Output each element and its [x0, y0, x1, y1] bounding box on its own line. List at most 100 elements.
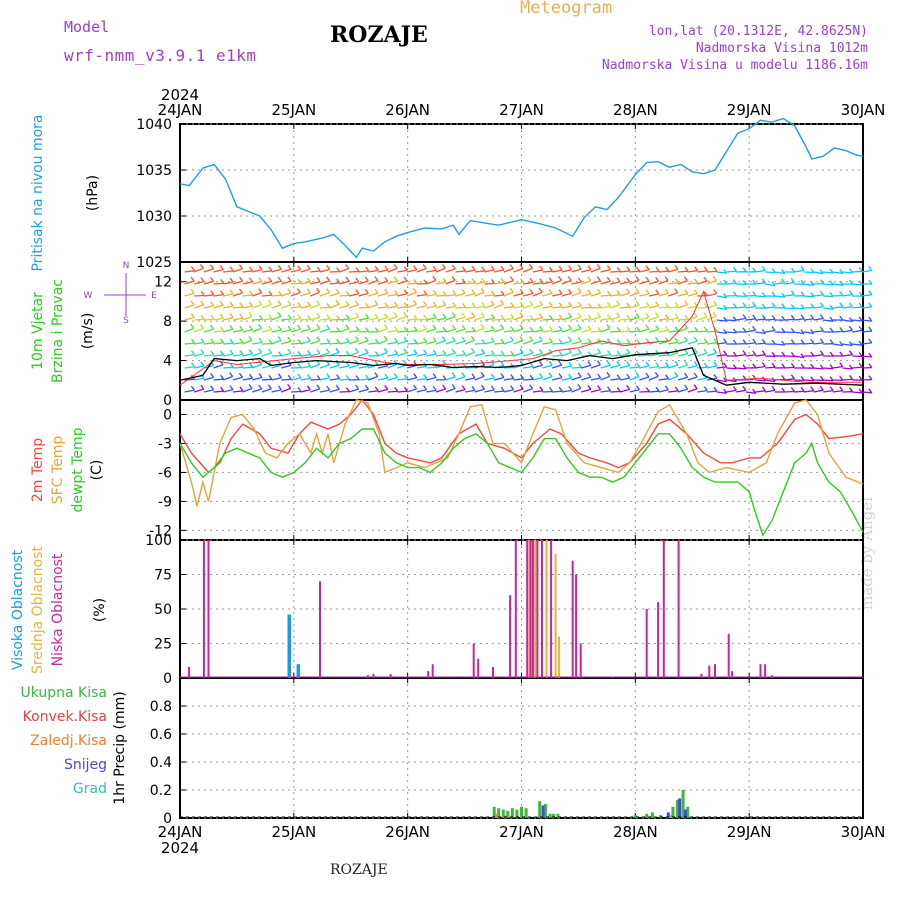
precip-axis-title: 1hr Precip (mm) [112, 691, 128, 804]
wind-barb [677, 293, 688, 297]
wind-barb [726, 270, 737, 273]
wind-barb [561, 328, 572, 333]
wind-barb [745, 318, 756, 321]
wind-barb-flag [200, 314, 205, 320]
wind-barb [300, 328, 311, 333]
wind-barb [823, 367, 834, 370]
wind-barb-flag [868, 363, 873, 368]
wind-barb [619, 281, 630, 285]
wind-barb-flag [761, 266, 766, 271]
wind-barb-flag [297, 339, 302, 344]
wind-barb-flag [374, 313, 379, 319]
wind-barb-flag [422, 325, 427, 330]
wind-barb-flag [674, 264, 679, 270]
wind-barb-flag [616, 327, 621, 332]
wind-barb [194, 280, 205, 285]
wind-barb [861, 319, 872, 322]
wind-barb [610, 364, 621, 369]
wind-barb-flag [587, 338, 592, 344]
wind-barb [668, 351, 679, 357]
wind-barb-flag [423, 337, 428, 343]
wind-barb-flag [529, 277, 534, 283]
wind-barb [203, 305, 214, 309]
wind-barb [329, 377, 340, 381]
y-tick-label: 0 [163, 407, 172, 423]
wind-barb-flag [713, 361, 718, 367]
wind-barb-flag [839, 376, 844, 381]
wind-barb-flag [413, 314, 418, 320]
wind-barb [329, 303, 340, 309]
wind-barb [300, 268, 311, 273]
wind-barb-flag [325, 276, 331, 282]
wind-barb-flag [238, 372, 244, 378]
wind-barb-flag [752, 267, 757, 273]
wind-barb-flag [490, 373, 495, 379]
wind-barb-flag [752, 291, 757, 296]
wind-barb [532, 390, 543, 393]
wind-barb-flag [519, 264, 524, 269]
wind-barb [561, 389, 572, 393]
wind-barb [348, 316, 359, 321]
wind-barb [522, 267, 533, 273]
wind-barb-flag [403, 336, 408, 342]
wind-barb [658, 378, 669, 381]
wind-barb [203, 318, 214, 321]
wind-barb-flag [771, 351, 776, 357]
wind-barb-flag [684, 314, 689, 320]
wind-barb-flag [800, 314, 805, 320]
wind-barb [639, 269, 650, 273]
precip-bar-precip_total [538, 801, 542, 818]
wind-barb-flag [548, 266, 554, 272]
wind-barb [842, 343, 853, 347]
wind-barb-flag [655, 325, 660, 331]
wind-barb-flag [587, 385, 592, 390]
wind-barb-flag [752, 350, 757, 356]
wind-barb [793, 355, 805, 359]
wind-barb [445, 305, 456, 309]
wind-barb [319, 389, 330, 393]
wind-barb-flag [577, 312, 582, 318]
wind-barb [532, 376, 543, 381]
wind-barb [358, 378, 369, 381]
legend-freezing-rain: Zaledj.Kisa [30, 733, 107, 749]
wind-barb [532, 317, 543, 321]
wind-barb [668, 330, 679, 333]
cloud-bar-cloud_mid [528, 540, 531, 678]
wind-barb [368, 303, 379, 309]
wind-barb [561, 340, 572, 345]
wind-barb [310, 281, 321, 285]
wind-barb-flag [664, 325, 670, 331]
wind-barb-flag [742, 339, 747, 345]
wind-barb [213, 342, 224, 345]
wind-barb-flag [848, 302, 853, 308]
wind-barb [377, 327, 388, 333]
wind-barb [426, 279, 437, 285]
wind-barb [600, 327, 611, 333]
wind-barb [310, 378, 321, 381]
wind-barb [232, 306, 243, 309]
wind-barb [407, 342, 418, 345]
wind-barb [252, 281, 263, 285]
wind-barb [368, 375, 379, 381]
wind-barb [242, 339, 253, 345]
wind-barb-flag [597, 373, 602, 379]
wind-barb [687, 330, 698, 333]
wind-barb [823, 283, 834, 286]
wind-barb-flag [829, 280, 834, 286]
wind-barb [648, 353, 659, 357]
wind-barb [861, 342, 872, 345]
wind-barb-flag [432, 301, 437, 307]
wind-barb-flag [500, 338, 505, 344]
wind-barb-flag [519, 384, 524, 390]
wind-barb [861, 306, 872, 309]
wind-barb-flag [568, 301, 573, 307]
wind-barb [668, 341, 679, 345]
wind-barb-flag [238, 264, 243, 270]
wind-barb-flag [577, 348, 582, 354]
wind-barb-flag [316, 312, 321, 318]
wind-barb-flag [665, 314, 670, 320]
wind-barb [416, 267, 427, 273]
wind-barb [387, 341, 398, 345]
wind-barb-flag [500, 350, 505, 356]
wind-barb [242, 315, 253, 321]
